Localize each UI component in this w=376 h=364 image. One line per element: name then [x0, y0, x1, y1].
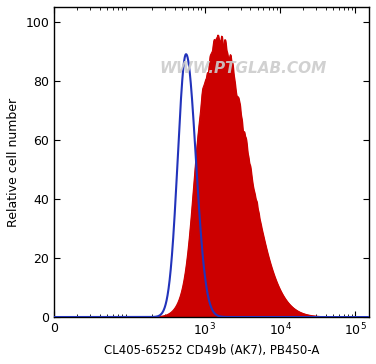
Text: WWW.PTGLAB.COM: WWW.PTGLAB.COM	[159, 62, 327, 76]
Y-axis label: Relative cell number: Relative cell number	[7, 98, 20, 226]
X-axis label: CL405-65252 CD49b (AK7), PB450-A: CL405-65252 CD49b (AK7), PB450-A	[104, 344, 319, 357]
